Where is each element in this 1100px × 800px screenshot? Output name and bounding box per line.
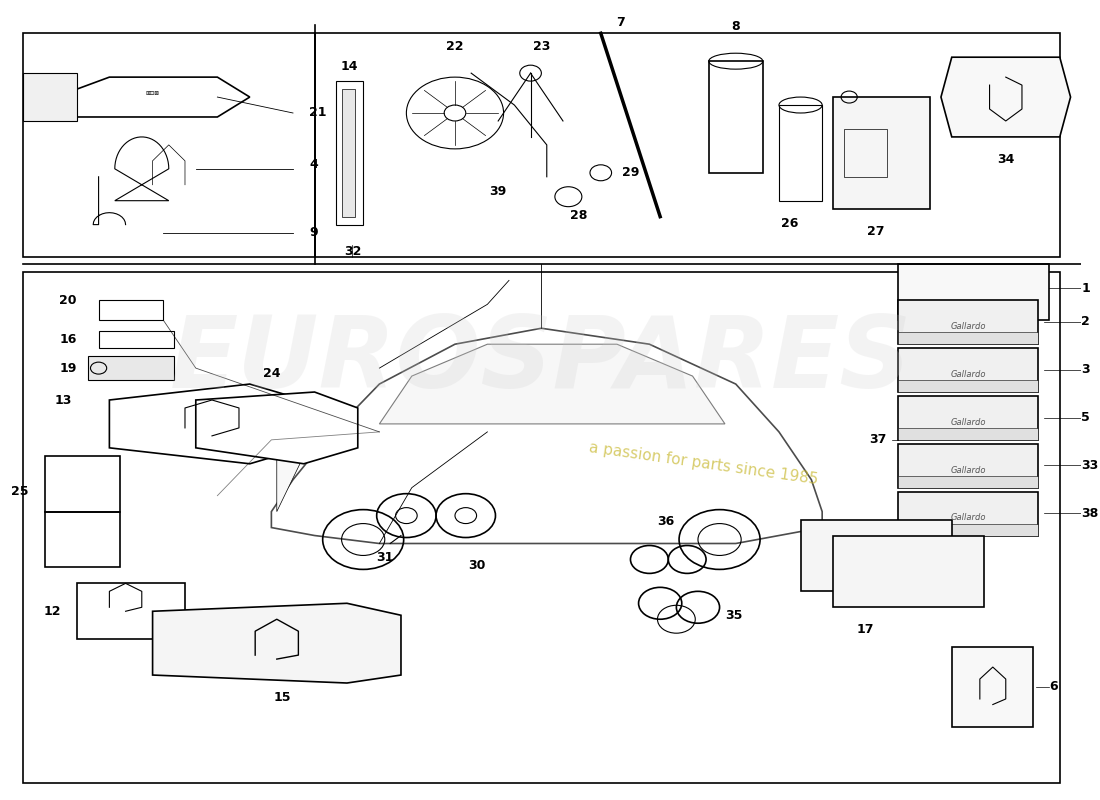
Text: 14: 14: [340, 60, 358, 73]
Text: ⊞⊡⊠: ⊞⊡⊠: [145, 90, 160, 95]
Text: Gallardo: Gallardo: [950, 466, 986, 474]
Text: 35: 35: [725, 609, 742, 622]
Text: 30: 30: [468, 559, 485, 573]
Polygon shape: [109, 384, 304, 464]
Text: 12: 12: [43, 605, 60, 618]
Text: Gallardo: Gallardo: [950, 418, 986, 427]
Text: 36: 36: [657, 514, 674, 527]
Bar: [898, 476, 1038, 488]
Bar: [23, 273, 1059, 782]
Text: 9: 9: [309, 226, 318, 239]
Bar: [45, 512, 120, 567]
Text: 6: 6: [1049, 681, 1057, 694]
Bar: [88, 356, 174, 380]
Text: 26: 26: [781, 217, 799, 230]
Text: 13: 13: [54, 394, 72, 406]
Polygon shape: [277, 456, 304, 512]
Bar: [99, 300, 164, 320]
Text: a passion for parts since 1985: a passion for parts since 1985: [587, 440, 818, 487]
Text: 23: 23: [532, 40, 550, 54]
Text: 25: 25: [11, 485, 29, 498]
Text: 32: 32: [343, 245, 361, 258]
Text: 1: 1: [1081, 282, 1090, 295]
Polygon shape: [66, 77, 250, 117]
Bar: [898, 428, 1038, 440]
Text: Gallardo: Gallardo: [950, 322, 986, 331]
Text: 4: 4: [309, 158, 318, 171]
Polygon shape: [379, 344, 725, 424]
Bar: [898, 492, 1038, 535]
Polygon shape: [272, 328, 822, 543]
Polygon shape: [940, 57, 1070, 137]
Text: 5: 5: [1081, 411, 1090, 424]
Bar: [898, 523, 1038, 535]
Bar: [23, 73, 77, 121]
Bar: [898, 332, 1038, 344]
Text: 34: 34: [997, 153, 1014, 166]
Bar: [898, 380, 1038, 392]
Bar: [337, 81, 363, 225]
Text: 7: 7: [616, 16, 625, 30]
Text: 29: 29: [623, 166, 640, 179]
Text: 20: 20: [59, 294, 77, 307]
Bar: [708, 61, 762, 173]
Bar: [342, 89, 354, 217]
Text: Gallardo: Gallardo: [950, 514, 986, 522]
Text: 22: 22: [447, 40, 464, 54]
Text: EUROSPARES: EUROSPARES: [170, 312, 913, 409]
Text: 31: 31: [376, 551, 394, 565]
Bar: [833, 97, 931, 209]
Bar: [99, 330, 174, 348]
Bar: [898, 444, 1038, 488]
Text: 33: 33: [1081, 459, 1099, 472]
Text: 37: 37: [870, 434, 887, 446]
Bar: [952, 647, 1033, 727]
Text: 16: 16: [59, 333, 77, 346]
Bar: [898, 348, 1038, 392]
Text: 21: 21: [309, 106, 327, 119]
Text: Gallardo: Gallardo: [950, 370, 986, 379]
Text: 2: 2: [1081, 315, 1090, 328]
Bar: [898, 265, 1049, 320]
Bar: [315, 34, 1059, 257]
Polygon shape: [153, 603, 402, 683]
Polygon shape: [196, 392, 358, 464]
Text: 38: 38: [1081, 506, 1099, 520]
Text: 15: 15: [274, 691, 290, 704]
Text: 8: 8: [732, 20, 740, 34]
Bar: [844, 129, 887, 177]
Bar: [898, 396, 1038, 440]
Bar: [801, 519, 952, 591]
Bar: [23, 34, 315, 257]
Text: 3: 3: [1081, 363, 1090, 376]
Polygon shape: [114, 137, 168, 201]
Text: 24: 24: [263, 367, 280, 380]
Bar: [779, 105, 822, 201]
Text: 17: 17: [857, 623, 874, 636]
Text: 19: 19: [59, 362, 77, 374]
Bar: [898, 300, 1038, 344]
Text: 28: 28: [571, 209, 587, 222]
Bar: [77, 583, 185, 639]
Text: 39: 39: [490, 185, 507, 198]
Text: 27: 27: [868, 225, 884, 238]
Bar: [45, 456, 120, 512]
Bar: [833, 535, 984, 607]
